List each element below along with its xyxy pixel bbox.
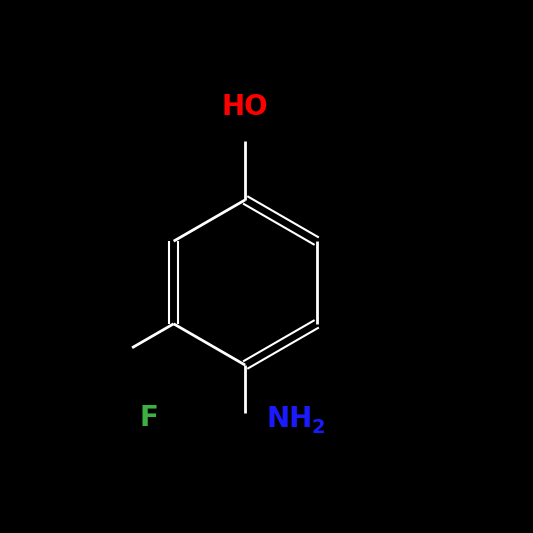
Text: 2: 2 <box>312 418 326 438</box>
Text: F: F <box>140 405 159 432</box>
Text: NH: NH <box>266 406 313 433</box>
Text: HO: HO <box>222 93 269 120</box>
